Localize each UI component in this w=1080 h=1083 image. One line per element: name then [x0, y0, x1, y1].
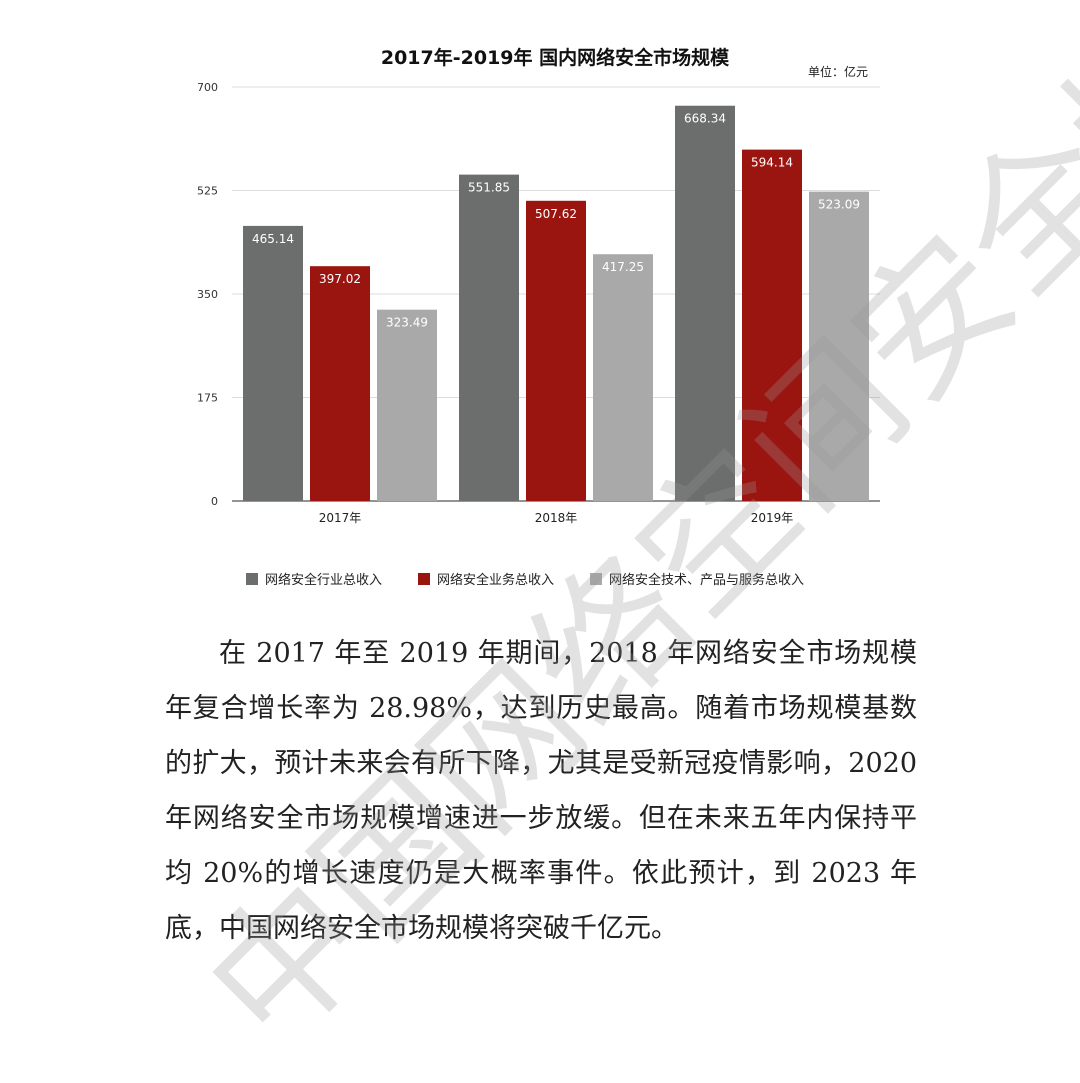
y-tick-label: 0 — [211, 495, 218, 508]
bar — [675, 105, 735, 501]
y-tick-label: 700 — [197, 81, 218, 94]
bar — [243, 225, 303, 502]
bars: 465.14 397.02 323.49 551.85 507.62 417.25 668.… — [243, 105, 869, 502]
bar — [526, 200, 586, 501]
legend-swatch — [590, 573, 602, 585]
bar-value-label: 323.49 — [386, 316, 428, 330]
bar-value-label: 465.14 — [252, 232, 294, 246]
bar — [809, 191, 869, 501]
bar-value-label: 523.09 — [818, 198, 860, 212]
legend-label: 网络安全行业总收入 — [265, 572, 382, 588]
x-axis: 2017年 2018年 2019年 — [319, 511, 794, 525]
legend-label: 网络安全业务总收入 — [437, 572, 554, 588]
x-tick-label: 2018年 — [535, 511, 578, 525]
legend-swatch — [418, 573, 430, 585]
body-paragraph: 在 2017 年至 2019 年期间，2018 年网络安全市场规模年复合增长率为… — [165, 638, 917, 944]
unit-label: 单位：亿元 — [808, 64, 868, 79]
legend: 网络安全行业总收入 网络安全业务总收入 网络安全技术、产品与服务总收入 — [246, 572, 804, 588]
bar — [377, 309, 437, 501]
legend-label: 网络安全技术、产品与服务总收入 — [609, 572, 804, 588]
y-tick-label: 525 — [197, 185, 218, 198]
bar-value-label: 397.02 — [319, 272, 361, 286]
legend-swatch — [246, 573, 258, 585]
bar — [593, 254, 653, 501]
y-tick-label: 175 — [197, 392, 218, 405]
bar-value-label: 507.62 — [535, 207, 577, 221]
bar-value-label: 551.85 — [468, 181, 510, 195]
y-axis: 0 175 350 525 700 — [197, 81, 218, 508]
x-tick-label: 2017年 — [319, 511, 362, 525]
chart-title: 2017年-2019年 国内网络安全市场规模 — [381, 46, 730, 69]
bar — [310, 266, 370, 501]
bar-chart: 2017年-2019年 国内网络安全市场规模 单位：亿元 0 175 350 525 7… — [197, 46, 880, 588]
bar-value-label: 594.14 — [751, 156, 793, 170]
bar-value-label: 417.25 — [602, 260, 644, 274]
bar-value-label: 668.34 — [684, 112, 726, 126]
y-tick-label: 350 — [197, 288, 218, 301]
bar — [459, 174, 519, 501]
x-tick-label: 2019年 — [751, 511, 794, 525]
bar — [742, 149, 802, 501]
